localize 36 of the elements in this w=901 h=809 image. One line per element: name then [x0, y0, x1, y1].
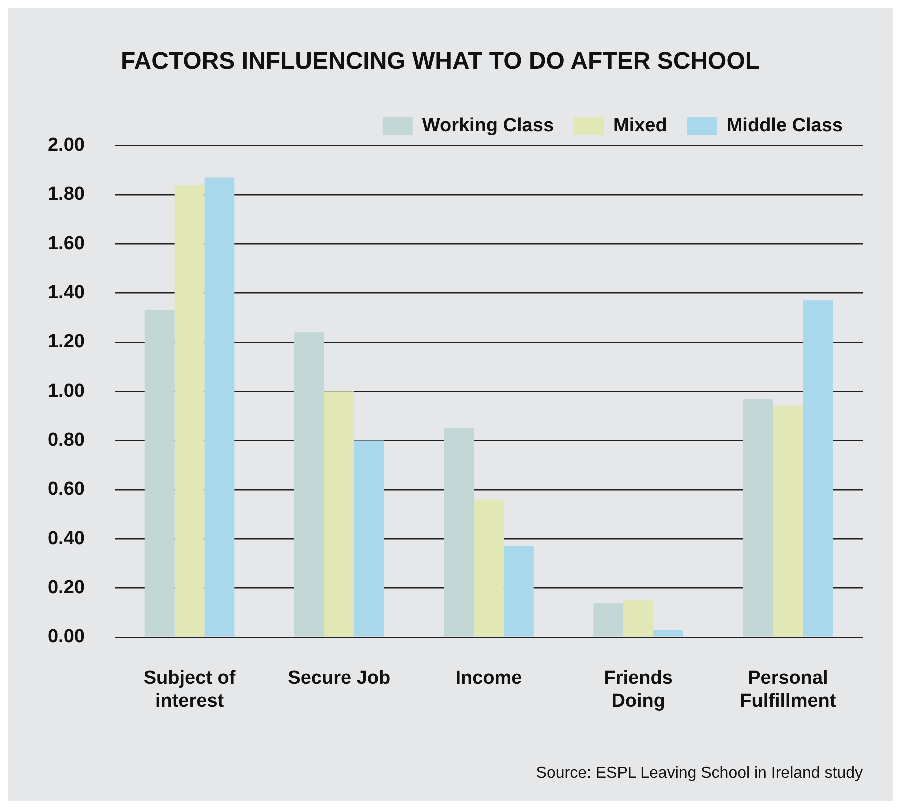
x-tick-label: Secure Job: [288, 668, 391, 690]
bar: [773, 406, 804, 637]
bar: [354, 440, 384, 637]
y-tick-label: 1.80: [48, 184, 85, 206]
y-tick-label: 0.60: [48, 479, 85, 500]
bar: [504, 546, 534, 637]
bar: [204, 178, 235, 637]
y-tick-label: 0.00: [48, 626, 85, 648]
legend-label: Middle Class: [726, 116, 844, 137]
bar: [654, 630, 684, 637]
y-tick-label: 2.00: [48, 135, 85, 156]
bar: [444, 428, 474, 637]
bar: [294, 332, 324, 637]
bar: [324, 392, 354, 637]
y-tick-label: 0.20: [48, 577, 85, 598]
bar: [594, 602, 624, 637]
legend-label: Working Class: [422, 116, 554, 137]
bar: [624, 600, 654, 637]
bar: [803, 300, 834, 637]
y-tick-label: 0.40: [48, 528, 85, 550]
bar: [144, 310, 175, 637]
x-tick-label: Friends Doing: [604, 668, 673, 712]
x-tick-label: Subject of interest: [144, 668, 236, 712]
x-tick-label: Income: [456, 668, 522, 690]
y-tick-label: 1.40: [48, 282, 85, 304]
y-tick-label: 1.60: [48, 233, 85, 254]
bar: [743, 398, 774, 637]
source-note: Source: ESPL Leaving School in Ireland study: [536, 765, 863, 783]
x-tick-label: Personal Fulfillment: [740, 668, 837, 712]
legend-label: Mixed: [614, 116, 668, 137]
y-tick-label: 0.80: [48, 430, 85, 451]
y-tick-label: 1.00: [48, 380, 85, 402]
bar: [174, 185, 205, 637]
y-tick-label: 1.20: [48, 332, 85, 353]
bar: [474, 500, 504, 637]
chart-title: FACTORS INFLUENCING WHAT TO DO AFTER SCHOOL: [120, 48, 760, 76]
